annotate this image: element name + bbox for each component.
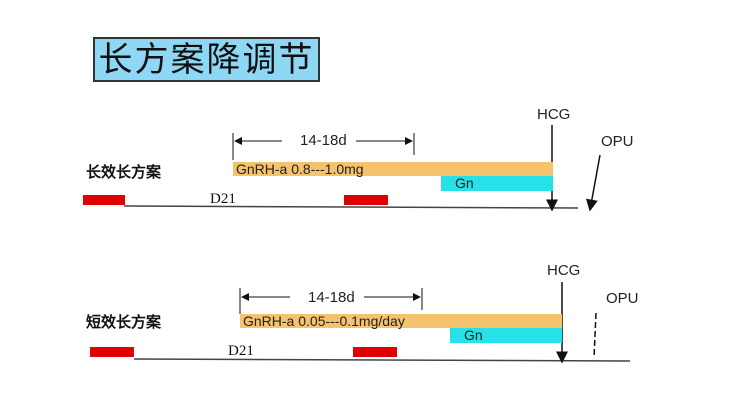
interval-label: 14-18d [300,132,347,149]
menses-bar [90,347,134,357]
day-label: D21 [228,343,254,359]
protocol-name: 短效长方案 [86,313,162,331]
opu-label: OPU [606,290,639,307]
protocol-2-lines [133,282,631,364]
page-title: 长方案降调节 [93,37,320,82]
opu-arrow-2 [593,312,597,359]
gnrh-a-bar: GnRH-a 0.05---0.1mg/day [240,314,562,328]
opu-label: OPU [601,133,634,150]
protocol-name: 长效长方案 [86,163,162,181]
menses-bar [344,195,388,205]
gn-bar: Gn [450,328,562,343]
hcg-label: HCG [537,106,571,123]
baseline-2 [133,358,631,362]
opu-arrow-1 [585,154,601,212]
gnrh-a-bar: GnRH-a 0.8---1.0mg [233,162,553,176]
gn-bar: Gn [441,176,553,191]
menses-bar [83,195,125,205]
hcg-label: HCG [547,262,581,279]
interval-label: 14-18d [308,289,355,306]
day-label: D21 [210,191,236,207]
baseline-1 [123,205,579,209]
menses-bar [353,347,397,357]
